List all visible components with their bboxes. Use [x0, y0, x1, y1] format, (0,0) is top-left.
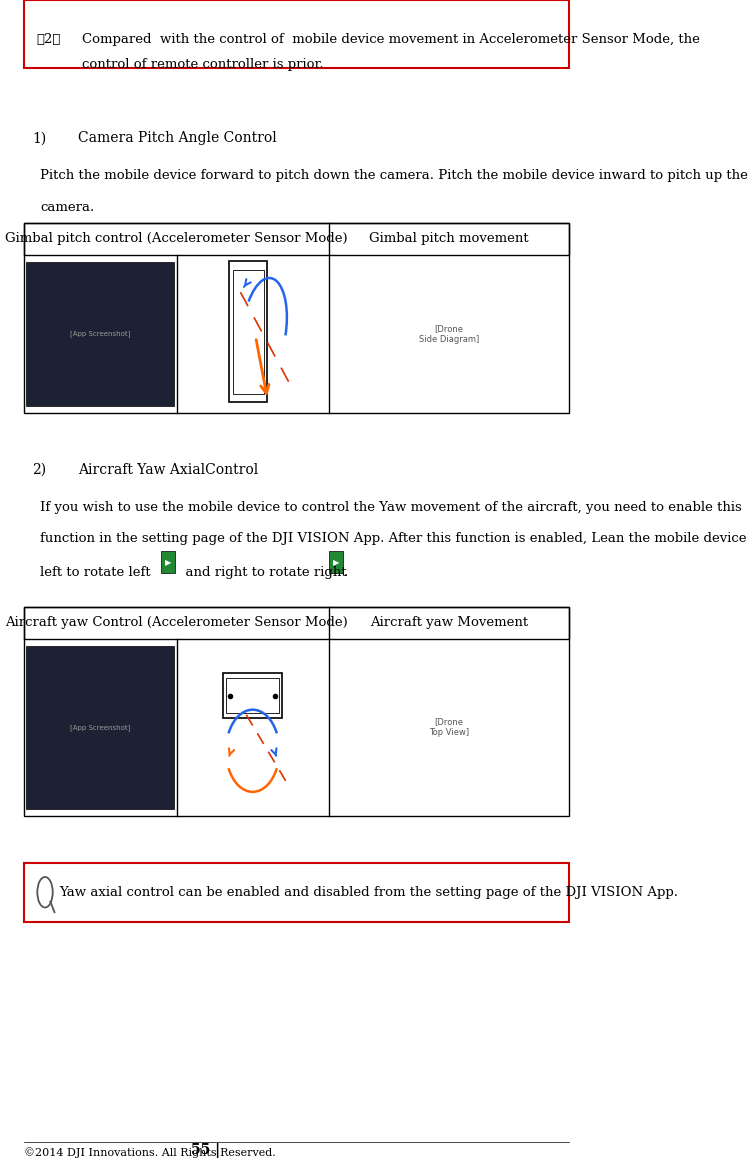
Text: .: . — [344, 566, 349, 579]
Text: Aircraft yaw Movement: Aircraft yaw Movement — [370, 616, 528, 629]
Bar — [26, 646, 174, 809]
Bar — [223, 674, 282, 718]
Bar — [23, 223, 569, 413]
Text: Pitch the mobile device forward to pitch down the camera. Pitch the mobile devic: Pitch the mobile device forward to pitch… — [40, 169, 748, 182]
Bar — [23, 607, 569, 639]
Text: Aircraft Yaw AxialControl: Aircraft Yaw AxialControl — [79, 463, 258, 477]
Text: Aircraft yaw Control (Accelerometer Sensor Mode): Aircraft yaw Control (Accelerometer Sens… — [5, 616, 347, 629]
Bar — [329, 552, 343, 574]
Bar — [23, 607, 569, 816]
Text: 1): 1) — [32, 131, 46, 146]
Bar — [233, 270, 264, 394]
Text: and right to rotate right: and right to rotate right — [177, 566, 347, 579]
Text: Camera Pitch Angle Control: Camera Pitch Angle Control — [79, 131, 277, 146]
Text: camera.: camera. — [40, 201, 94, 214]
Bar — [23, 223, 569, 255]
Text: Yaw axial control can be enabled and disabled from the setting page of the DJI V: Yaw axial control can be enabled and dis… — [59, 885, 678, 899]
Text: Compared  with the control of  mobile device movement in Accelerometer Sensor Mo: Compared with the control of mobile devi… — [82, 33, 700, 46]
Text: 55 |: 55 | — [191, 1142, 220, 1158]
Text: Gimbal pitch movement: Gimbal pitch movement — [369, 232, 528, 245]
Text: function in the setting page of the DJI VISION App. After this function is enabl: function in the setting page of the DJI … — [40, 532, 747, 545]
Bar — [23, 0, 569, 68]
Text: left to rotate left: left to rotate left — [40, 566, 151, 579]
Bar — [229, 261, 267, 402]
Bar — [161, 552, 175, 574]
Bar — [23, 863, 569, 922]
Text: ▶: ▶ — [165, 558, 171, 567]
Text: [Drone
Side Diagram]: [Drone Side Diagram] — [419, 324, 479, 344]
Text: ©2014 DJI Innovations. All Rights Reserved.: ©2014 DJI Innovations. All Rights Reserv… — [23, 1147, 276, 1158]
Text: control of remote controller is prior.: control of remote controller is prior. — [82, 58, 323, 70]
Text: [Drone
Top View]: [Drone Top View] — [429, 717, 469, 737]
Bar — [226, 679, 279, 714]
Text: [App Screenshot]: [App Screenshot] — [70, 724, 131, 730]
Text: ▶: ▶ — [333, 558, 339, 567]
Text: Gimbal pitch control (Accelerometer Sensor Mode): Gimbal pitch control (Accelerometer Sens… — [5, 232, 347, 245]
Text: If you wish to use the mobile device to control the Yaw movement of the aircraft: If you wish to use the mobile device to … — [40, 501, 742, 514]
Text: [App Screenshot]: [App Screenshot] — [70, 331, 131, 337]
Text: （2）: （2） — [37, 33, 61, 46]
Bar — [26, 262, 174, 406]
Text: 2): 2) — [32, 463, 46, 477]
